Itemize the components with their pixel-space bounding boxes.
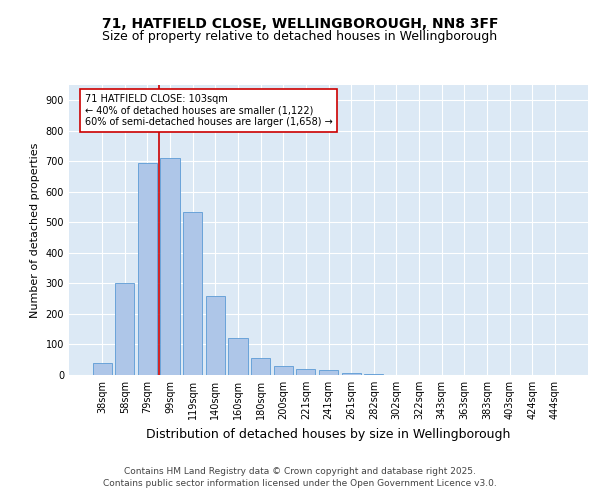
Text: Contains HM Land Registry data © Crown copyright and database right 2025.: Contains HM Land Registry data © Crown c… [124, 467, 476, 476]
Bar [206, 296, 225, 375]
Text: 71, HATFIELD CLOSE, WELLINGBOROUGH, NN8 3FF: 71, HATFIELD CLOSE, WELLINGBOROUGH, NN8 … [102, 18, 498, 32]
Text: 71 HATFIELD CLOSE: 103sqm
← 40% of detached houses are smaller (1,122)
60% of se: 71 HATFIELD CLOSE: 103sqm ← 40% of detac… [85, 94, 332, 127]
Bar [115, 284, 134, 375]
X-axis label: Distribution of detached houses by size in Wellingborough: Distribution of detached houses by size … [146, 428, 511, 440]
Bar [92, 363, 112, 375]
Bar [296, 369, 316, 375]
Bar [138, 163, 157, 375]
Bar [274, 366, 293, 375]
Text: Size of property relative to detached houses in Wellingborough: Size of property relative to detached ho… [103, 30, 497, 43]
Y-axis label: Number of detached properties: Number of detached properties [30, 142, 40, 318]
Bar [251, 358, 270, 375]
Bar [341, 374, 361, 375]
Bar [183, 212, 202, 375]
Bar [364, 374, 383, 375]
Bar [319, 370, 338, 375]
Text: Contains public sector information licensed under the Open Government Licence v3: Contains public sector information licen… [103, 478, 497, 488]
Bar [160, 158, 180, 375]
Bar [229, 338, 248, 375]
